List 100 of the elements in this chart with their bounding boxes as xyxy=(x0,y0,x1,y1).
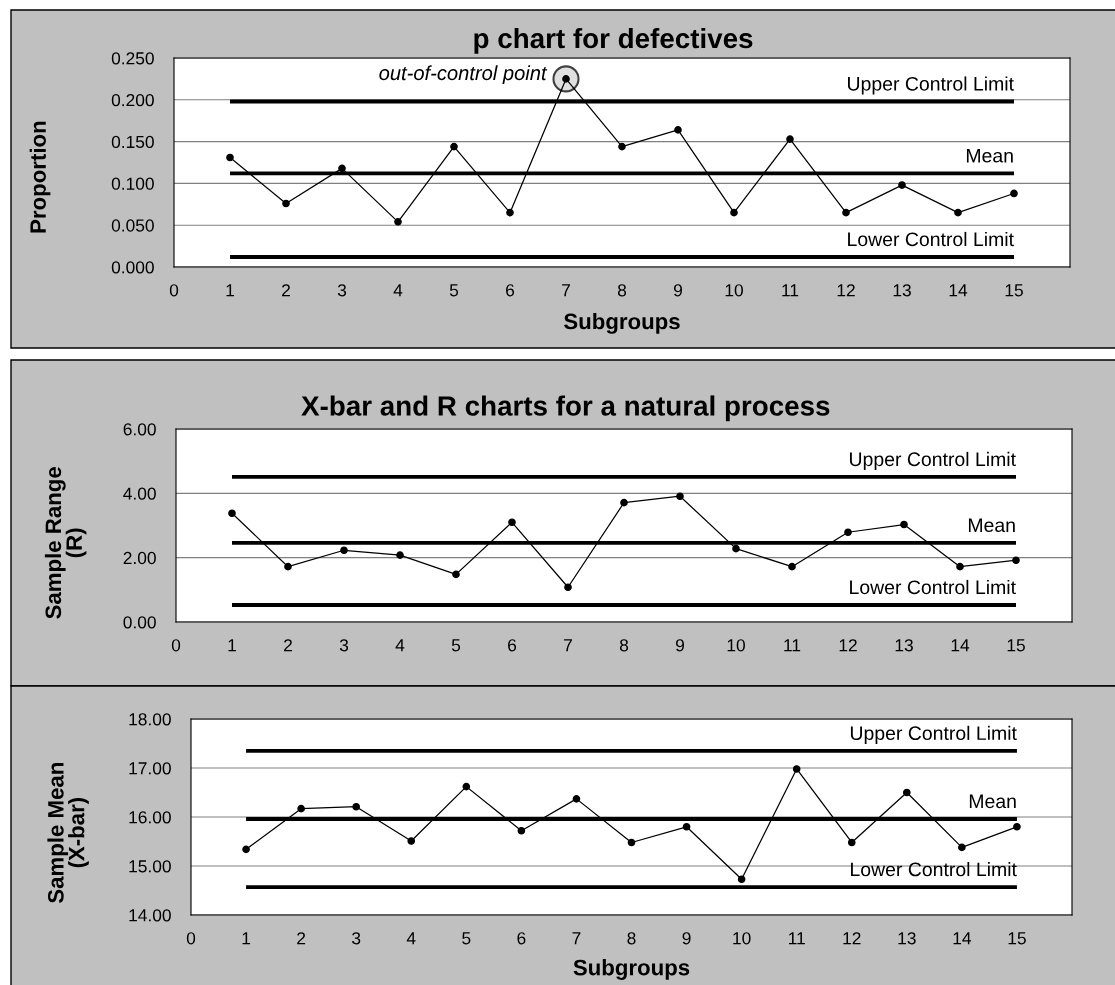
point xyxy=(737,875,746,884)
y-tick-label: 14.00 xyxy=(129,909,171,922)
x-tick-label: 8 xyxy=(617,284,627,297)
x-tick-label: 14 xyxy=(953,932,972,945)
x-tick-label: 5 xyxy=(462,932,471,945)
x-tick-label: 11 xyxy=(782,284,799,297)
x-tick-label: 0 xyxy=(169,284,179,297)
point xyxy=(900,520,908,529)
point xyxy=(620,498,628,507)
ref-line-label: Lower Control Limit xyxy=(851,862,1017,877)
x-tick-label: 5 xyxy=(451,639,461,652)
point xyxy=(898,181,906,189)
chart-title: p chart for defectives xyxy=(474,27,753,54)
point xyxy=(954,208,962,217)
x-tick-label: 9 xyxy=(682,932,691,945)
x-tick-label: 15 xyxy=(1008,932,1026,945)
x-tick-label: 2 xyxy=(282,284,290,297)
x-tick-label: 7 xyxy=(564,639,572,652)
point xyxy=(1013,822,1021,831)
point xyxy=(1012,556,1020,565)
point xyxy=(572,795,581,803)
point xyxy=(956,562,964,571)
x-tick-label: 10 xyxy=(725,284,743,297)
point xyxy=(674,126,682,134)
ref-line-label: Upper Control Limit xyxy=(850,451,1016,470)
point xyxy=(338,164,346,173)
x-tick-label: 10 xyxy=(727,639,745,652)
x-tick-label: 1 xyxy=(242,932,251,945)
x-tick-label: 4 xyxy=(406,932,416,945)
point xyxy=(226,153,234,162)
x-axis-title: Subgroups xyxy=(564,312,680,334)
point xyxy=(682,822,691,831)
y-tick-label: 4.00 xyxy=(123,487,156,500)
point xyxy=(788,562,796,571)
x-tick-label: 12 xyxy=(837,284,855,297)
x-tick-label: 9 xyxy=(673,284,683,297)
x-tick-label: 6 xyxy=(517,932,526,945)
point xyxy=(844,528,852,537)
ref-line-label: Mean xyxy=(969,794,1016,809)
point xyxy=(564,583,572,592)
x-tick-label: 2 xyxy=(297,932,306,945)
x-tick-label: 14 xyxy=(951,639,970,652)
y-tick-label: 0.050 xyxy=(111,219,154,232)
point xyxy=(242,845,250,854)
point xyxy=(284,562,292,571)
y-tick-label: 0.100 xyxy=(111,177,154,190)
y-tick-label: 0.150 xyxy=(111,135,154,149)
point xyxy=(407,837,416,845)
x-tick-label: 0 xyxy=(186,932,196,945)
point xyxy=(340,546,348,555)
point xyxy=(506,208,514,217)
y-tick-label: 0.000 xyxy=(111,261,154,274)
point xyxy=(297,804,305,813)
point xyxy=(394,218,402,226)
y-tick-label: 0.250 xyxy=(111,52,154,65)
x-tick-label: 5 xyxy=(449,284,459,297)
annotation: out-of-control point xyxy=(379,65,548,85)
point xyxy=(792,765,801,773)
point xyxy=(730,208,738,217)
x-tick-label: 0 xyxy=(171,639,181,652)
x-tick-label: 6 xyxy=(508,639,517,652)
ref-line-label: Upper Control Limit xyxy=(848,76,1014,95)
point xyxy=(732,544,740,553)
x-tick-label: 4 xyxy=(395,639,405,652)
ref-line-label: Mean xyxy=(966,149,1013,163)
x-tick-label: 12 xyxy=(843,932,861,945)
x-axis-title: Subgroups xyxy=(573,959,690,980)
x-tick-label: 6 xyxy=(506,284,515,297)
x-tick-label: 4 xyxy=(393,284,403,297)
point xyxy=(452,570,460,579)
x-tick-label: 7 xyxy=(572,932,581,945)
point xyxy=(450,142,458,151)
x-tick-label: 3 xyxy=(339,639,349,652)
y-tick-label: 15.00 xyxy=(129,860,171,873)
point xyxy=(508,518,516,527)
point xyxy=(902,788,911,797)
y-tick-label: 18.00 xyxy=(129,713,171,726)
ref-line-label: Lower Control Limit xyxy=(850,579,1016,595)
x-tick-label: 15 xyxy=(1007,639,1025,652)
x-tick-label: 3 xyxy=(352,932,361,945)
point xyxy=(396,551,404,559)
y-tick-label: 0.200 xyxy=(111,93,154,107)
x-tick-label: 7 xyxy=(562,284,570,297)
point xyxy=(842,208,850,217)
point xyxy=(228,509,236,518)
point xyxy=(517,826,526,835)
point xyxy=(282,199,290,208)
point xyxy=(786,135,794,143)
x-tick-label: 9 xyxy=(675,639,685,652)
x-tick-label: 13 xyxy=(893,284,911,297)
x-tick-label: 8 xyxy=(627,932,636,945)
point xyxy=(618,142,626,151)
y-tick-label: 2.00 xyxy=(123,551,156,565)
y-tick-label: 17.00 xyxy=(129,762,171,775)
x-tick-label: 8 xyxy=(619,639,629,652)
ref-line-label: Lower Control Limit xyxy=(848,231,1014,247)
ref-line-label: Mean xyxy=(968,518,1015,533)
x-tick-label: 10 xyxy=(733,932,751,945)
x-tick-label: 2 xyxy=(284,639,292,652)
point xyxy=(676,492,684,501)
